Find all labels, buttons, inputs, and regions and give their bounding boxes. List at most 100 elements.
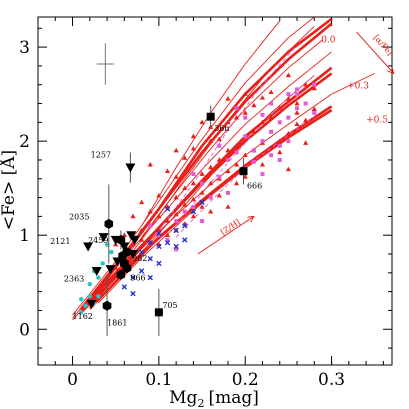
cluster-label: 2121 [50,237,70,246]
galaxy-point-blue [190,208,197,215]
galaxy-point-blue-stroke [190,208,197,215]
plot-border [37,16,393,366]
galaxy-point-red [233,114,240,120]
galaxy-point-cyan [104,242,110,247]
x-axis-label: Mg2 [mag] [169,388,259,409]
galaxy-point-red [225,147,231,153]
galaxy-point-red [130,241,136,247]
galaxy-point-red [277,138,283,143]
y-tick-label: 3 [19,38,30,58]
galaxy-point-pink [303,101,308,106]
galaxy-point-blue-stroke [121,284,128,290]
cluster-point [105,265,116,275]
galaxy-point-red [242,91,248,96]
galaxy-point-blue-stroke [182,223,188,229]
galaxy-point-pink [295,87,300,92]
model-track-thick [88,22,333,302]
galaxy-point-red [190,133,197,139]
galaxy-point-red [251,102,257,108]
galaxy-point-blue [156,243,162,250]
galaxy-point-red [164,232,171,238]
galaxy-point-cyan [96,294,101,299]
galaxy-point-red [268,89,274,95]
x-tick-label: 0.2 [232,370,259,390]
galaxy-point-pink [182,209,187,214]
galaxy-point-red [294,121,300,127]
cluster-label: 966 [130,274,145,283]
galaxy-point-red [173,194,179,200]
arrow [197,216,254,255]
galaxy-point-red [216,192,222,198]
galaxy-point-pink [312,82,317,87]
y-tick-labels: 0 1 2 3 [19,38,30,340]
galaxy-point-red [113,265,119,270]
galaxy-point-red [147,161,153,167]
galaxy-point-blue-stroke [156,243,162,250]
galaxy-point-red [277,105,283,111]
galaxy-point-red [173,174,179,179]
galaxy-point-red [277,149,283,155]
cluster-label: 666 [247,181,262,190]
galaxy-point-red [225,119,231,125]
galaxy-point-red [130,213,136,219]
model-track-thin [141,39,324,238]
galaxy-point-cyan [100,261,105,266]
galaxy-point-pink [260,172,265,177]
galaxy-point-pink [174,219,179,224]
cluster-marker-triangle [83,242,94,252]
galaxy-point-blue [156,260,162,267]
galaxy-point-pink [251,159,256,164]
cluster-point [110,235,121,245]
galaxy-point-red [303,140,309,145]
galaxy-point-blue [182,237,188,243]
galaxy-point-red [259,119,266,125]
cluster-label: 982 [132,254,147,263]
galaxy-point-red [156,213,162,219]
y-tick-label: 2 [19,132,30,152]
galaxy-point-blue [199,199,205,205]
galaxy-point-blue-stroke [130,274,136,281]
cluster-point: 1162 [73,299,97,321]
cluster-marker-square [239,167,248,176]
galaxy-point-red [199,171,205,176]
galaxy-point-cyan [87,294,93,299]
galaxy-point-blue-stroke [164,206,171,212]
galaxy-point-blue-stroke [130,290,136,297]
galaxy-point-red [268,114,274,120]
x-tick-label: 0.3 [318,370,345,390]
galaxy-point-red [285,166,291,172]
cluster-marker-triangle [126,231,137,241]
galaxy-point-pink [286,115,291,120]
galaxy-point-pink [191,204,196,209]
galaxy-point-blue [173,243,179,250]
cluster-point: 1861 [102,275,127,336]
cluster-marker-hexagon [120,258,129,269]
galaxy-point-red [303,117,309,123]
galaxy-point-pink [243,115,248,120]
cluster-point [119,242,130,252]
galaxy-point-pink [200,219,205,224]
galaxy-point-blue [156,230,162,237]
galaxy-point-pink [156,233,161,238]
galaxy-point-blue [130,290,136,297]
galaxy-point-red [139,237,145,242]
galaxy-point-pink [234,106,239,111]
galaxy-point-red [311,106,317,111]
model-track-dashed [158,44,298,231]
arrow [356,31,394,73]
galaxy-point-red [147,208,153,214]
galaxy-point-blue-stroke [147,240,153,246]
galaxy-point-red [199,204,205,209]
galaxy-point-red [190,180,197,186]
galaxy-point-blue [138,268,145,274]
y-axis-label: <Fe> [Å] [0,150,19,230]
arrow-label: [Z/H] [219,217,242,236]
galaxy-point-red [259,161,266,167]
cluster-point [116,269,126,280]
model-track-thin [98,26,315,297]
galaxy-point-pink [269,101,274,106]
cluster-label: 1257 [91,150,111,159]
galaxy-point-pink [277,143,282,148]
model-label: 0.0 [321,35,336,45]
